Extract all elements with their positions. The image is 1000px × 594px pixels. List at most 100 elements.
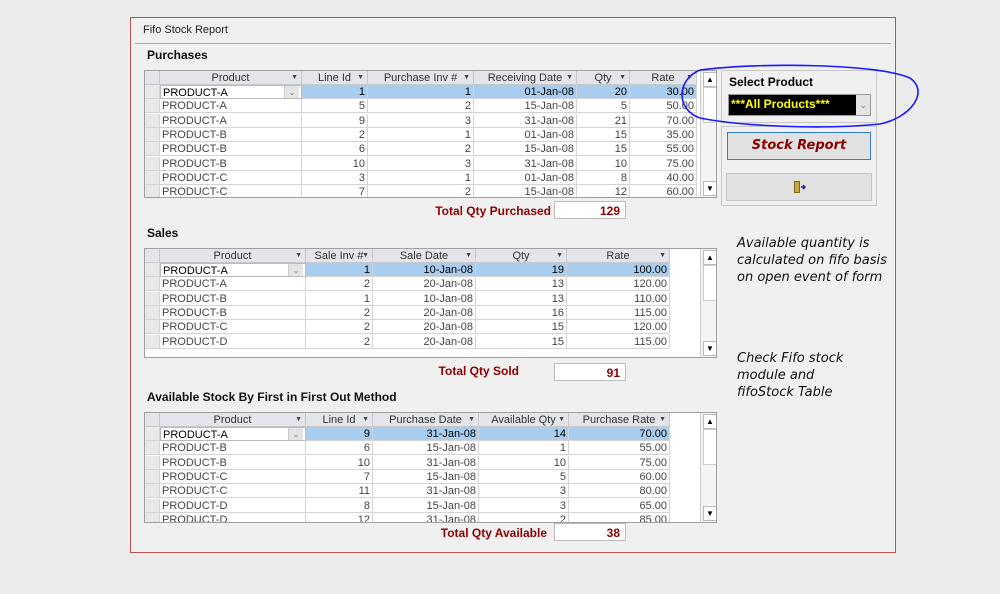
table-cell[interactable]: PRODUCT-B bbox=[160, 455, 306, 470]
table-cell[interactable]: 3 bbox=[302, 170, 368, 185]
table-cell[interactable]: 31-Jan-08 bbox=[373, 455, 479, 470]
table-cell[interactable]: 120.00 bbox=[567, 277, 670, 292]
table-cell[interactable]: 2 bbox=[302, 127, 368, 142]
vertical-scrollbar[interactable]: ▲ ▼ bbox=[700, 249, 716, 357]
select-all-corner[interactable] bbox=[145, 71, 160, 85]
table-cell[interactable]: 19 bbox=[476, 263, 567, 277]
table-cell[interactable]: 2 bbox=[479, 512, 569, 522]
table-cell[interactable]: PRODUCT-B bbox=[160, 305, 306, 320]
table-cell[interactable]: 115.00 bbox=[567, 305, 670, 320]
table-cell[interactable]: 15-Jan-08 bbox=[373, 498, 479, 513]
scroll-down-icon[interactable]: ▼ bbox=[703, 506, 716, 521]
chevron-down-icon[interactable]: ⌄ bbox=[288, 264, 303, 276]
table-cell[interactable]: 75.00 bbox=[569, 455, 670, 470]
filter-dropdown-icon[interactable]: ▼ bbox=[558, 416, 565, 423]
table-cell[interactable]: PRODUCT-C bbox=[160, 185, 302, 197]
table-row[interactable]: PRODUCT-B 10 31-Jan-08 10 75.00 bbox=[145, 455, 670, 470]
table-cell[interactable]: PRODUCT-B bbox=[160, 291, 306, 306]
scroll-up-icon[interactable]: ▲ bbox=[703, 72, 716, 87]
table-cell[interactable]: 12 bbox=[577, 185, 630, 197]
available-grid[interactable]: Product ▼ Line Id ▼ Purchase Date ▼ Available … bbox=[144, 412, 717, 523]
filter-dropdown-icon[interactable]: ▼ bbox=[468, 416, 475, 423]
scroll-thumb[interactable] bbox=[703, 265, 716, 301]
filter-dropdown-icon[interactable]: ▼ bbox=[465, 252, 472, 259]
sales-grid[interactable]: Product ▼ Sale Inv # ▼ Sale Date ▼ Qty ▼ Rate ▼ ⌄ P… bbox=[144, 248, 717, 358]
table-cell[interactable]: 16 bbox=[476, 305, 567, 320]
table-cell[interactable]: 120.00 bbox=[567, 320, 670, 335]
table-cell[interactable]: 20-Jan-08 bbox=[373, 334, 476, 349]
table-row[interactable]: PRODUCT-D 8 15-Jan-08 3 65.00 bbox=[145, 498, 670, 513]
table-cell[interactable]: 55.00 bbox=[569, 441, 670, 456]
table-cell[interactable]: PRODUCT-C bbox=[160, 170, 302, 185]
purchases-grid[interactable]: Product ▼ Line Id ▼ Purchase Inv # ▼ Receiving… bbox=[144, 70, 717, 198]
table-cell[interactable]: 115.00 bbox=[567, 334, 670, 349]
table-cell[interactable]: ⌄ PRODUCT-A bbox=[160, 85, 302, 99]
table-cell[interactable]: 01-Jan-08 bbox=[474, 85, 577, 99]
table-row[interactable]: PRODUCT-C 3 1 01-Jan-08 8 40.00 bbox=[145, 170, 697, 185]
table-cell[interactable]: 5 bbox=[302, 99, 368, 114]
row-selector[interactable] bbox=[145, 291, 160, 306]
table-cell[interactable]: 10-Jan-08 bbox=[373, 263, 476, 277]
table-cell[interactable]: ⌄ PRODUCT-A bbox=[160, 427, 306, 441]
table-cell[interactable]: PRODUCT-B bbox=[160, 127, 302, 142]
table-row[interactable]: PRODUCT-B 1 10-Jan-08 13 110.00 bbox=[145, 291, 670, 306]
table-cell[interactable]: 3 bbox=[368, 113, 474, 128]
vertical-scrollbar[interactable]: ▲ ▼ bbox=[700, 71, 716, 197]
column-header[interactable]: Rate ▼ bbox=[630, 71, 697, 85]
table-cell[interactable]: 3 bbox=[479, 484, 569, 499]
table-row[interactable]: ⌄ PRODUCT-A 1 10-Jan-08 19 100.00 bbox=[145, 263, 670, 277]
vertical-scrollbar[interactable]: ▲ ▼ bbox=[700, 413, 716, 522]
table-cell[interactable]: 3 bbox=[479, 498, 569, 513]
table-cell[interactable]: 15 bbox=[577, 142, 630, 157]
column-header[interactable]: Receiving Date ▼ bbox=[474, 71, 577, 85]
table-row[interactable]: PRODUCT-C 7 15-Jan-08 5 60.00 bbox=[145, 469, 670, 484]
table-cell[interactable]: PRODUCT-C bbox=[160, 484, 306, 499]
scroll-down-icon[interactable]: ▼ bbox=[703, 341, 716, 356]
table-cell[interactable]: 31-Jan-08 bbox=[474, 156, 577, 171]
scroll-thumb[interactable] bbox=[703, 87, 716, 123]
filter-dropdown-icon[interactable]: ▼ bbox=[291, 74, 298, 81]
table-cell[interactable]: 1 bbox=[368, 170, 474, 185]
table-cell[interactable]: 14 bbox=[479, 427, 569, 441]
table-cell[interactable]: 1 bbox=[306, 291, 373, 306]
table-row[interactable]: PRODUCT-A 2 20-Jan-08 13 120.00 bbox=[145, 277, 670, 292]
table-cell[interactable]: 8 bbox=[306, 498, 373, 513]
filter-dropdown-icon[interactable]: ▼ bbox=[659, 416, 666, 423]
row-selector[interactable] bbox=[145, 170, 160, 185]
table-cell[interactable]: 13 bbox=[476, 277, 567, 292]
table-cell[interactable]: 40.00 bbox=[630, 170, 697, 185]
stock-report-button[interactable]: Stock Report bbox=[727, 132, 871, 160]
select-all-corner[interactable] bbox=[145, 249, 160, 263]
table-cell[interactable]: PRODUCT-B bbox=[160, 156, 302, 171]
table-cell[interactable]: 15-Jan-08 bbox=[474, 142, 577, 157]
table-cell[interactable]: 15-Jan-08 bbox=[373, 441, 479, 456]
table-cell[interactable]: 60.00 bbox=[569, 469, 670, 484]
table-cell[interactable]: 21 bbox=[577, 113, 630, 128]
row-selector[interactable] bbox=[145, 441, 160, 456]
row-selector[interactable] bbox=[145, 185, 160, 197]
table-cell[interactable]: 70.00 bbox=[569, 427, 670, 441]
table-cell[interactable]: PRODUCT-D bbox=[160, 498, 306, 513]
table-cell[interactable]: 10 bbox=[577, 156, 630, 171]
table-cell[interactable]: 1 bbox=[302, 85, 368, 99]
table-cell[interactable]: PRODUCT-D bbox=[160, 512, 306, 522]
filter-dropdown-icon[interactable]: ▼ bbox=[659, 252, 666, 259]
table-cell[interactable]: 20-Jan-08 bbox=[373, 277, 476, 292]
table-row[interactable]: PRODUCT-A 5 2 15-Jan-08 5 50.00 bbox=[145, 99, 697, 114]
filter-dropdown-icon[interactable]: ▼ bbox=[566, 74, 573, 81]
table-row[interactable]: ⌄ PRODUCT-A 9 31-Jan-08 14 70.00 bbox=[145, 427, 670, 441]
column-header[interactable]: Available Qty ▼ bbox=[479, 413, 569, 427]
table-cell[interactable]: 110.00 bbox=[567, 291, 670, 306]
table-cell[interactable]: 75.00 bbox=[630, 156, 697, 171]
scroll-thumb[interactable] bbox=[703, 429, 716, 465]
column-header[interactable]: Line Id ▼ bbox=[302, 71, 368, 85]
row-selector[interactable] bbox=[145, 263, 160, 277]
filter-dropdown-icon[interactable]: ▼ bbox=[362, 416, 369, 423]
table-cell[interactable]: 11 bbox=[306, 484, 373, 499]
column-header[interactable]: Qty ▼ bbox=[577, 71, 630, 85]
table-cell[interactable]: 15 bbox=[476, 320, 567, 335]
row-selector[interactable] bbox=[145, 512, 160, 522]
table-cell[interactable]: 20 bbox=[577, 85, 630, 99]
table-cell[interactable]: 55.00 bbox=[630, 142, 697, 157]
table-cell[interactable]: 01-Jan-08 bbox=[474, 127, 577, 142]
